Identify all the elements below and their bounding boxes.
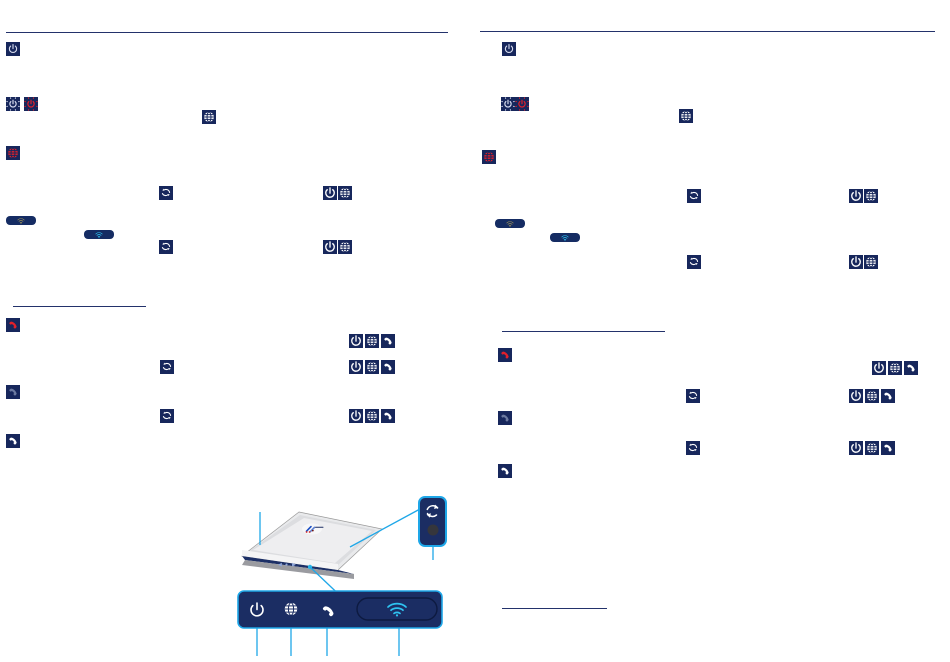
svg-text:◀: ◀ [278, 562, 282, 568]
svg-text:●: ● [285, 562, 288, 568]
svg-text:▶: ▶ [292, 562, 296, 568]
